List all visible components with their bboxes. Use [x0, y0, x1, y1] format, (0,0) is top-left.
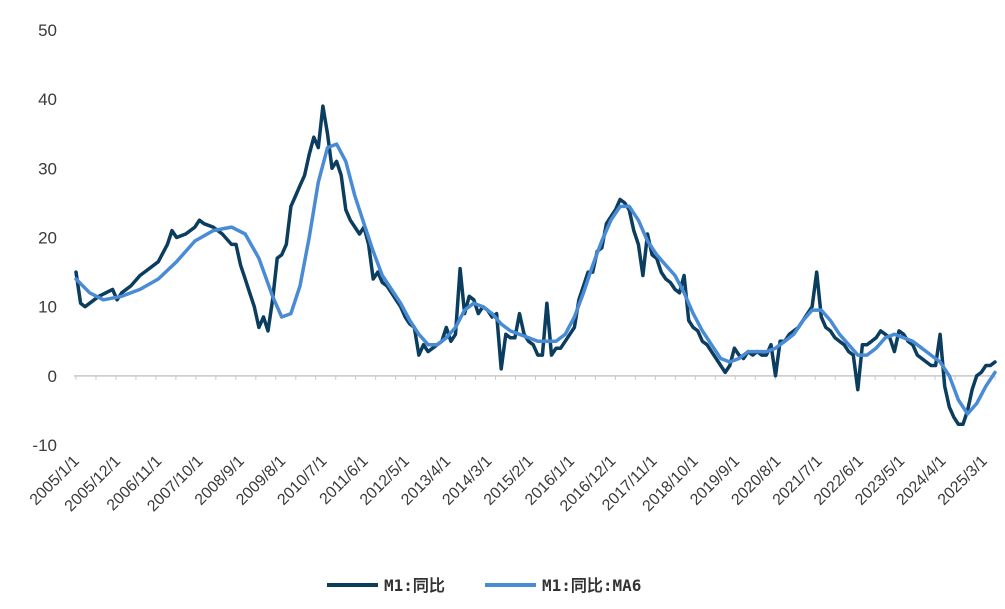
legend-item-m1-yoy-ma6: M1:同比:MA6: [485, 576, 641, 595]
y-axis-ticks: 50 40 30 20 10 0 -10: [32, 21, 57, 455]
y-tick-label: 10: [38, 298, 57, 317]
legend-item-m1-yoy: M1:同比: [327, 576, 445, 595]
x-axis-tick-labels: 2005/1/12005/12/12006/11/12007/10/12008/…: [27, 453, 991, 515]
legend-label-m1-yoy-ma6: M1:同比:MA6: [542, 576, 641, 595]
y-tick-label: 40: [38, 90, 57, 109]
y-tick-label: 20: [38, 229, 57, 248]
y-tick-label: -10: [32, 436, 57, 455]
series-layer: [74, 104, 997, 427]
legend: M1:同比 M1:同比:MA6: [327, 576, 641, 595]
legend-label-m1-yoy: M1:同比: [384, 576, 445, 595]
y-tick-label: 50: [38, 21, 57, 40]
series-line-m1-yoy-ma6: [74, 142, 997, 416]
series-line-m1-yoy: [74, 104, 997, 427]
y-tick-label: 0: [48, 367, 57, 386]
y-tick-label: 30: [38, 159, 57, 178]
